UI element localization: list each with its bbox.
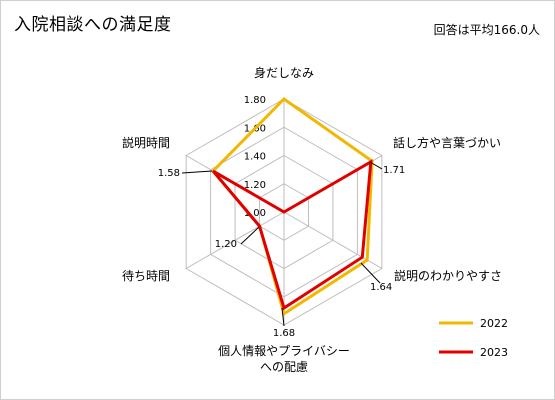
axis-label: 個人情報やプライバシー <box>218 344 350 358</box>
data-label: 1.68 <box>273 328 295 339</box>
tick-label: 1.80 <box>244 95 266 106</box>
axis-label: 身だしなみ <box>254 65 314 80</box>
axis-label: 説明のわかりやすさ <box>394 268 502 283</box>
tick-label: 1.20 <box>244 180 266 191</box>
axis-label: 待ち時間 <box>122 269 170 283</box>
data-label-leader <box>181 170 213 174</box>
data-label-leader <box>360 262 381 284</box>
grid-spoke <box>185 211 285 269</box>
legend-label: 2022 <box>480 317 508 330</box>
tick-label: 1.00 <box>244 208 266 219</box>
data-label: 1.71 <box>383 165 405 176</box>
axis-label: 説明時間 <box>122 135 170 150</box>
data-label: 1.58 <box>158 168 180 179</box>
data-label-leader <box>369 161 383 170</box>
legend-label: 2023 <box>480 346 508 359</box>
series-line-2023 <box>211 159 373 311</box>
axis-label: 話し方や言葉づかい <box>393 135 501 150</box>
data-label-leader <box>281 307 285 327</box>
tick-label: 1.40 <box>244 152 266 163</box>
data-label-leader <box>240 226 260 245</box>
respondents-note: 回答は平均166.0人 <box>433 23 540 37</box>
data-label: 1.20 <box>215 239 237 250</box>
grid-spoke <box>283 211 383 269</box>
axis-label: への配慮 <box>260 360 308 374</box>
data-label: 1.64 <box>370 282 392 293</box>
chart-title: 入院相談への満足度 <box>14 15 172 35</box>
